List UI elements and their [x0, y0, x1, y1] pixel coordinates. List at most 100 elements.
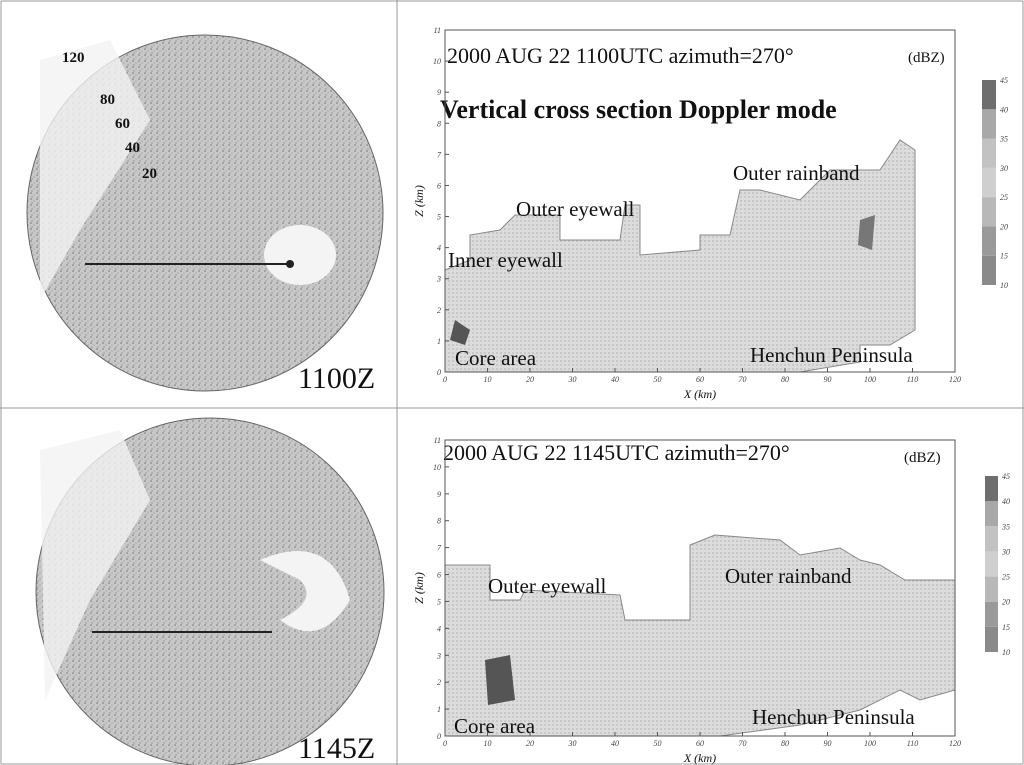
x-tick-label: 10 — [484, 739, 492, 748]
colorbar-cell — [985, 627, 998, 652]
colorbar-label: 40 — [1000, 105, 1008, 114]
colorbar-label: 30 — [999, 164, 1008, 173]
x-tick-label: 70 — [739, 739, 747, 748]
figure: 120 80 60 40 20 1100Z 1145Z 2000 AUG 22 … — [0, 0, 1024, 765]
x-tick-label: 40 — [611, 739, 619, 748]
colorbar-cell — [982, 197, 996, 226]
colorbar-cell — [985, 526, 998, 551]
z-tick-label: 2 — [437, 678, 441, 687]
colorbar-label: 20 — [1002, 598, 1010, 607]
section-end — [286, 260, 294, 268]
colorbar-label: 20 — [1000, 222, 1008, 231]
annotation: Inner eyewall — [448, 248, 563, 272]
z-tick-label: 3 — [436, 651, 441, 660]
x-tick-label: 100 — [864, 375, 876, 384]
eye — [264, 225, 336, 285]
x-tick-label: 60 — [696, 739, 704, 748]
colorbar-cell — [982, 109, 996, 138]
unit: (dBZ) — [904, 450, 941, 466]
colorbar-label: 30 — [1001, 547, 1010, 556]
z-tick-label: 1 — [437, 705, 441, 714]
annotation: Outer rainband — [733, 161, 860, 185]
x-tick-label: 0 — [443, 739, 447, 748]
annotation: Outer eyewall — [488, 574, 607, 598]
section-panel: 2000 AUG 22 1100UTC azimuth=270° (dBZ) V… — [440, 43, 945, 372]
x-tick-label: 110 — [907, 739, 918, 748]
range-label: 60 — [115, 116, 130, 132]
x-tick-label: 0 — [443, 375, 447, 384]
radar-panel: 120 80 60 40 20 1100Z — [27, 35, 383, 395]
range-label: 120 — [62, 50, 85, 66]
colorbar-cell — [985, 577, 998, 602]
annotation: Outer rainband — [725, 564, 852, 588]
x-tick-label: 100 — [864, 739, 876, 748]
x-tick-label: 30 — [568, 375, 577, 384]
z-tick-label: 4 — [437, 624, 441, 633]
z-tick-label: 5 — [437, 213, 441, 222]
z-tick-label: 6 — [437, 571, 441, 580]
colorbar-cell — [985, 476, 998, 501]
colorbar-cell — [982, 139, 996, 168]
z-tick-label: 7 — [437, 150, 442, 159]
x-tick-label: 30 — [568, 739, 577, 748]
z-tick-label: 6 — [437, 181, 441, 190]
section-title: 2000 AUG 22 1100UTC azimuth=270° — [447, 43, 794, 68]
x-tick-label: 50 — [654, 375, 662, 384]
range-label: 80 — [100, 92, 115, 108]
z-tick-label: 10 — [433, 57, 441, 66]
x-tick-label: 90 — [824, 739, 832, 748]
z-tick-label: 11 — [434, 26, 441, 35]
colorbar-label: 15 — [1000, 252, 1008, 261]
colorbar-label: 10 — [1002, 648, 1010, 657]
y-axis-label: Z (km) — [412, 185, 426, 217]
x-tick-label: 20 — [526, 375, 534, 384]
annotation: Core area — [455, 346, 537, 370]
x-tick-label: 70 — [739, 375, 747, 384]
x-tick-label: 60 — [696, 375, 704, 384]
colorbar-label: 45 — [1002, 472, 1010, 481]
range-label: 40 — [125, 140, 140, 156]
colorbar-label: 15 — [1002, 623, 1010, 632]
colorbar-cell — [982, 168, 996, 197]
x-tick-label: 80 — [781, 739, 789, 748]
x-axis-label: X (km) — [683, 387, 716, 401]
y-axis-label: Z (km) — [412, 572, 426, 604]
colorbar-cell — [982, 226, 996, 255]
colorbar-cell — [985, 551, 998, 576]
echo-core — [485, 655, 515, 705]
x-tick-label: 110 — [907, 375, 918, 384]
z-tick-label: 9 — [437, 88, 441, 97]
z-tick-label: 1 — [437, 337, 441, 346]
unit: (dBZ) — [908, 50, 945, 66]
z-tick-label: 2 — [437, 306, 441, 315]
x-tick-label: 120 — [949, 375, 961, 384]
colorbar-label: 35 — [1001, 522, 1010, 531]
x-axis-label: X (km) — [683, 751, 716, 765]
x-tick-label: 20 — [526, 739, 534, 748]
z-tick-label: 10 — [433, 463, 441, 472]
x-tick-label: 50 — [654, 739, 662, 748]
range-label: 20 — [142, 166, 157, 182]
z-tick-label: 7 — [437, 544, 442, 553]
z-tick-label: 5 — [437, 597, 441, 606]
radar-time: 1145Z — [298, 732, 375, 765]
section-title: 2000 AUG 22 1145UTC azimuth=270° — [443, 440, 790, 465]
z-tick-label: 8 — [437, 119, 441, 128]
colorbar-label: 25 — [1000, 193, 1008, 202]
x-tick-label: 90 — [824, 375, 832, 384]
section-panel: 2000 AUG 22 1145UTC azimuth=270° (dBZ) O… — [443, 440, 955, 738]
x-tick-label: 120 — [949, 739, 961, 748]
annotation: Henchun Peninsula — [752, 705, 915, 729]
z-tick-label: 4 — [437, 244, 441, 253]
z-tick-label: 11 — [434, 436, 441, 445]
colorbar-label: 40 — [1002, 497, 1010, 506]
colorbar-label: 45 — [1000, 76, 1008, 85]
colorbar-cell — [985, 602, 998, 627]
z-tick-label: 8 — [437, 517, 441, 526]
radar-panel: 1145Z — [36, 418, 384, 765]
z-tick-label: 9 — [437, 490, 441, 499]
z-tick-label: 0 — [437, 368, 441, 377]
colorbar-label: 10 — [1000, 281, 1008, 290]
x-tick-label: 80 — [781, 375, 789, 384]
colorbar-label: 25 — [1002, 573, 1010, 582]
